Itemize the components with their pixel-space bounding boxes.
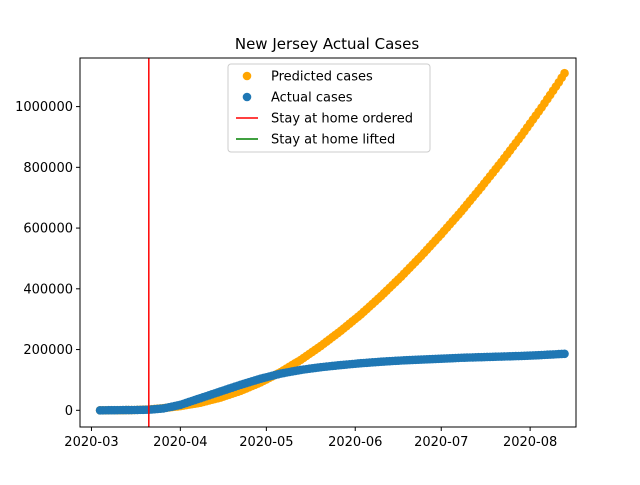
legend-marker xyxy=(242,71,252,81)
data-point xyxy=(560,349,569,359)
x-tick-label: 2020-03 xyxy=(64,435,118,450)
legend-box xyxy=(227,63,431,153)
legend-item: Predicted cases xyxy=(242,70,373,85)
series-actual-cases xyxy=(95,349,569,415)
legend-item: Stay at home lifted xyxy=(236,133,395,148)
y-tick-label: 200000 xyxy=(23,343,73,358)
x-tick-label: 2020-04 xyxy=(153,435,207,450)
legend-item: Stay at home ordered xyxy=(236,112,413,127)
x-tick-label: 2020-08 xyxy=(503,435,557,450)
plot-frame xyxy=(79,57,577,428)
x-tick-label: 2020-05 xyxy=(239,435,293,450)
legend-item: Actual cases xyxy=(242,91,353,106)
x-tick-label: 2020-07 xyxy=(414,435,468,450)
y-tick-label: 1000000 xyxy=(15,100,73,115)
y-tick-label: 0 xyxy=(65,404,73,419)
legend-label: Predicted cases xyxy=(271,70,373,85)
y-axis: 0 200000 400000 600000 800000 1000000 xyxy=(15,100,80,419)
chart-title: New Jersey Actual Cases xyxy=(235,35,419,53)
y-tick-label: 600000 xyxy=(23,222,73,237)
legend-label: Stay at home ordered xyxy=(271,112,413,127)
x-axis: 2020-03 2020-04 2020-05 2020-06 2020-07 2020-… xyxy=(64,427,557,450)
legend: Predicted cases Actual cases Stay at home … xyxy=(227,63,431,153)
legend-label: Stay at home lifted xyxy=(271,133,395,148)
legend-marker xyxy=(242,92,252,102)
y-tick-label: 800000 xyxy=(23,161,73,176)
legend-label: Actual cases xyxy=(271,91,353,106)
x-tick-label: 2020-06 xyxy=(328,435,382,450)
y-tick-label: 400000 xyxy=(23,282,73,297)
data-point xyxy=(560,68,569,78)
plot-content xyxy=(95,58,569,427)
